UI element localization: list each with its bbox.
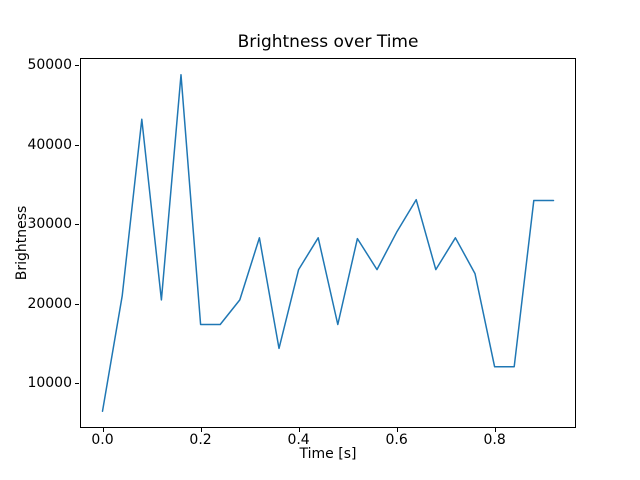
y-tick-label: 10000 xyxy=(27,375,72,392)
x-tick-mark xyxy=(396,428,398,432)
y-tick-label: 30000 xyxy=(27,216,72,233)
x-tick-mark xyxy=(298,428,300,432)
y-tick-mark xyxy=(75,224,79,226)
y-tick-mark xyxy=(75,65,79,67)
x-tick-label: 0.4 xyxy=(287,432,310,448)
x-tick-label: 0.0 xyxy=(91,432,114,448)
x-tick-label: 0.2 xyxy=(189,432,212,448)
chart-title: Brightness over Time xyxy=(237,32,419,52)
y-tick-label: 20000 xyxy=(27,295,72,312)
y-tick-label: 40000 xyxy=(27,136,72,153)
x-tick-label: 0.6 xyxy=(385,432,408,448)
y-tick-mark xyxy=(75,144,79,146)
y-tick-mark xyxy=(75,383,79,385)
plot-area xyxy=(80,58,576,428)
y-tick-label: 50000 xyxy=(27,57,72,74)
y-tick-mark xyxy=(75,303,79,305)
x-tick-label: 0.8 xyxy=(483,432,506,448)
x-tick-mark xyxy=(494,428,496,432)
brightness-line xyxy=(101,74,555,412)
x-tick-mark xyxy=(102,428,104,432)
x-tick-mark xyxy=(200,428,202,432)
x-axis-label: Time [s] xyxy=(299,446,357,462)
line-plot xyxy=(101,74,555,412)
